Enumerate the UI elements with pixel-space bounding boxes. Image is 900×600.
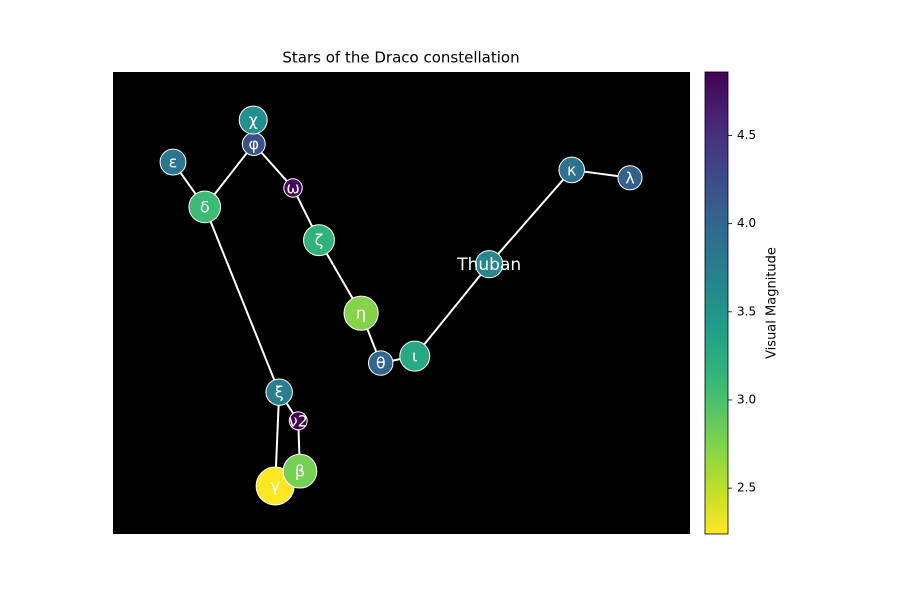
colorbar [704, 71, 729, 535]
star [282, 453, 318, 489]
star-label: ν2 [289, 411, 308, 430]
star-label: γ [270, 476, 279, 495]
star [283, 178, 303, 198]
star-label: ι [412, 347, 417, 366]
star [617, 165, 643, 191]
colorbar-label: Visual Magnitude [765, 247, 780, 359]
star [343, 295, 379, 331]
star-label: η [356, 304, 366, 323]
star [399, 340, 431, 372]
star-label: β [295, 462, 305, 481]
star [238, 105, 268, 135]
star [265, 378, 293, 406]
star-label: ξ [275, 383, 284, 402]
star-label: δ [200, 197, 210, 216]
star-label: θ [376, 354, 386, 373]
chart-title: Stars of the Draco constellation [282, 49, 519, 67]
colorbar-tick-label: 3.5 [737, 304, 756, 318]
constellation-line [203, 206, 281, 393]
star-label: ε [169, 153, 178, 172]
star-label: ω [286, 178, 299, 197]
star-label: χ [249, 111, 258, 130]
star [475, 250, 504, 279]
colorbar-tick-label: 2.5 [737, 481, 756, 495]
star [367, 350, 394, 376]
colorbar-tick-label: 4.5 [737, 128, 756, 142]
star [288, 411, 308, 431]
star-label: Thuban [456, 255, 521, 275]
star-label: φ [249, 135, 260, 154]
star [558, 156, 585, 184]
constellation-line [413, 263, 490, 357]
plot-area [113, 72, 690, 534]
colorbar-tick-label: 4.0 [737, 216, 756, 230]
colorbar-tick-label: 3.0 [737, 392, 756, 406]
star [159, 148, 187, 176]
constellation-line [488, 169, 573, 265]
star-label: ζ [315, 231, 324, 250]
star-label: κ [567, 160, 577, 179]
star [303, 224, 335, 257]
star [188, 190, 222, 224]
star-label: λ [625, 168, 634, 187]
